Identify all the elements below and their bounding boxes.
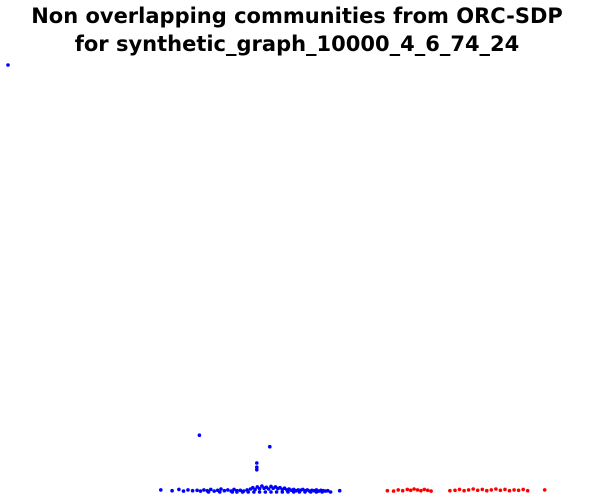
point [419, 488, 423, 493]
point [462, 488, 466, 493]
point [209, 487, 213, 492]
point [498, 488, 503, 493]
point [235, 490, 239, 494]
point [170, 488, 174, 493]
point [314, 490, 319, 494]
point [254, 465, 259, 470]
point [512, 488, 516, 492]
point [226, 488, 230, 492]
point [266, 487, 271, 491]
point [385, 488, 390, 493]
point [212, 489, 216, 493]
point [337, 488, 342, 493]
point [400, 488, 405, 493]
point [525, 488, 530, 493]
point [507, 488, 512, 493]
point [197, 433, 202, 438]
point [328, 490, 333, 494]
point [453, 488, 457, 493]
point [308, 490, 313, 494]
series-2 [385, 487, 547, 493]
point [429, 489, 433, 493]
point [408, 488, 413, 493]
point [475, 488, 480, 493]
point [190, 488, 195, 493]
point [320, 490, 324, 494]
point [425, 488, 430, 493]
point [291, 490, 296, 494]
point [489, 488, 494, 492]
point [457, 487, 462, 492]
point [503, 487, 507, 492]
point [494, 487, 498, 491]
data-points [6, 63, 547, 494]
chart-title-line-2: for synthetic_graph_10000_4_6_74_24 [74, 32, 520, 56]
point [326, 488, 330, 493]
series-1 [6, 63, 342, 494]
point [177, 487, 181, 492]
point [257, 490, 262, 494]
point [391, 489, 396, 493]
chart-title: Non overlapping communities from ORC-SDP… [0, 2, 594, 58]
point [286, 490, 290, 494]
point [297, 490, 302, 494]
point [206, 490, 211, 494]
point [202, 488, 206, 492]
point [254, 461, 259, 465]
point [274, 490, 279, 494]
point [186, 488, 190, 492]
chart-title-line-1: Non overlapping communities from ORC-SDP [31, 4, 563, 28]
point [181, 489, 186, 493]
point [260, 484, 264, 488]
point [263, 490, 268, 494]
point [303, 490, 307, 494]
point [230, 490, 235, 494]
point [516, 488, 521, 493]
point [466, 488, 471, 492]
point [246, 490, 250, 494]
point [448, 488, 452, 493]
point [412, 487, 416, 491]
point [480, 487, 485, 492]
point [159, 488, 163, 492]
point [542, 488, 547, 492]
point [198, 489, 203, 493]
point [252, 490, 256, 494]
point [415, 488, 420, 492]
point [268, 444, 272, 449]
point [218, 490, 222, 494]
point [396, 488, 401, 492]
point [232, 487, 236, 492]
point [195, 488, 199, 493]
point [222, 488, 227, 493]
point [254, 468, 259, 472]
point [240, 490, 245, 494]
point [269, 490, 273, 494]
point [471, 487, 476, 491]
point [257, 486, 262, 491]
point [485, 488, 489, 493]
point [280, 490, 285, 494]
point [405, 487, 410, 492]
point [6, 63, 10, 67]
point [219, 487, 223, 491]
point [521, 487, 525, 492]
point [422, 487, 427, 492]
